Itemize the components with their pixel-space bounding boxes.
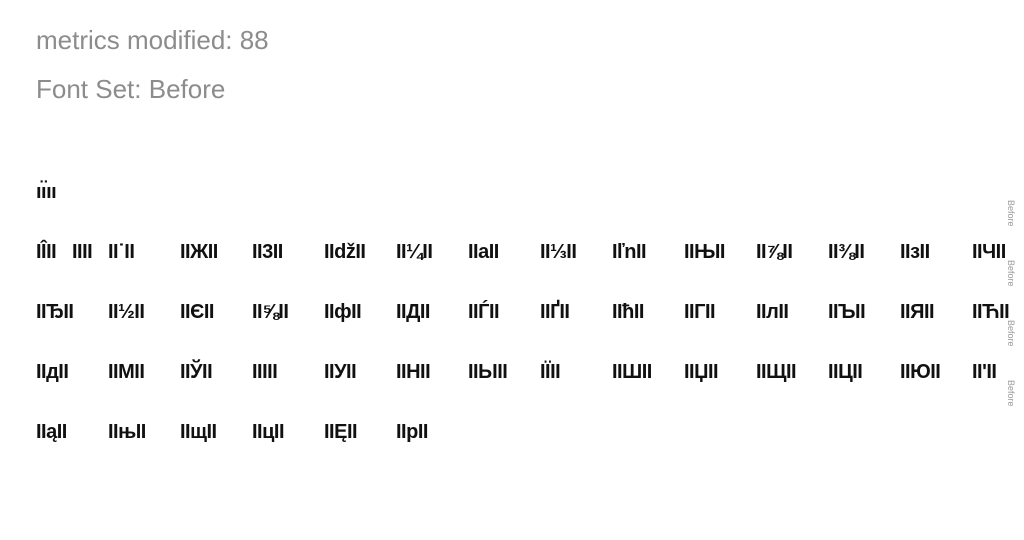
glyph-sample: II¼II <box>396 241 433 263</box>
glyph-sample: IIщII <box>180 421 217 443</box>
glyph-sample: IIДII <box>396 301 430 323</box>
side-label: Before <box>1006 200 1016 227</box>
glyph-sample: IIзII <box>900 241 930 263</box>
glyph-sample: IIdžII <box>324 241 366 263</box>
glyph-sample: IIГII <box>684 301 716 323</box>
glyph-sample: II˙II <box>108 241 135 263</box>
glyph-sample: IIHII <box>396 361 431 383</box>
glyph-sample: IIĘII <box>324 421 358 443</box>
glyph-sample: IIЪII <box>828 301 866 323</box>
glyph-sample: IIЫII <box>468 361 508 383</box>
metrics-modified-label: metrics modified: 88 <box>36 25 269 55</box>
glyph-sample: IIЯII <box>900 301 935 323</box>
glyph-sample: IIЊII <box>684 241 725 263</box>
glyph-sample: IÎII <box>36 241 57 263</box>
glyph-sample: IIЃII <box>468 301 500 323</box>
glyph-sample: IIњII <box>108 421 146 443</box>
glyph-sample: II⅝II <box>252 301 289 323</box>
glyph-row: IÎII IIII II˙II IIЖII II3II IIdžII II¼II IIaII I… <box>36 238 1024 272</box>
glyph-row: ıı̈ıı <box>36 178 1024 212</box>
glyph-sample: IIaII <box>468 241 499 263</box>
glyph-row: IIдII IIMII IIЎII IIIII IIУII IIHII IIЫII IЇII I… <box>36 358 1024 392</box>
side-label: Before <box>1006 320 1016 347</box>
glyph-sample: IIЄII <box>180 301 214 323</box>
glyph-row: IIЂII II½II IIЄII II⅝II IIфII IIДII IIЃII IIҐII… <box>36 298 1024 332</box>
glyph-sample: IЇII <box>540 361 561 383</box>
glyph-sample: II⅞II <box>756 241 793 263</box>
glyph-sample: II⅜II <box>828 241 865 263</box>
glyph-sample: IIЧII <box>972 241 1006 263</box>
glyph-sample: IIħII <box>612 301 644 323</box>
glyph-sample: IIЂII <box>36 301 74 323</box>
glyph-sample: IIII <box>72 241 93 263</box>
glyph-sample: ıı̈ıı <box>36 181 57 203</box>
glyph-sample: II3II <box>252 241 283 263</box>
glyph-sample: IIЏII <box>684 361 719 383</box>
glyph-sample: II⅓II <box>540 241 577 263</box>
glyph-sample: IIIII <box>252 361 278 383</box>
glyph-sample: IIУII <box>324 361 357 383</box>
glyph-sample: II½II <box>108 301 145 323</box>
glyph-sample: IIлII <box>756 301 789 323</box>
glyph-sample: IIЦII <box>828 361 863 383</box>
glyph-sample: IľnII <box>612 241 647 263</box>
glyph-sample: IIЩII <box>756 361 797 383</box>
font-set-label: Font Set: Before <box>36 74 226 104</box>
glyph-sample: IIЋII <box>972 301 1010 323</box>
glyph-sample: IIЖII <box>180 241 218 263</box>
glyph-sample: IIЮII <box>900 361 941 383</box>
glyph-sample: IIЎII <box>180 361 213 383</box>
side-label: Before <box>1006 260 1016 287</box>
side-label: Before <box>1006 380 1016 407</box>
glyph-sample: IIpII <box>396 421 428 443</box>
glyph-sample: IIҐII <box>540 301 570 323</box>
glyph-sample: IIфII <box>324 301 362 323</box>
glyph-sample: IIцII <box>252 421 285 443</box>
glyph-sample: IIMII <box>108 361 145 383</box>
glyph-sample: IIдII <box>36 361 69 383</box>
glyph-sample: II'II <box>972 361 997 383</box>
glyph-sample: IIШII <box>612 361 652 383</box>
glyph-row: IIąII IIњII IIщII IIцII IIĘII IIpII <box>36 418 1024 452</box>
glyph-sample: IIąII <box>36 421 67 443</box>
